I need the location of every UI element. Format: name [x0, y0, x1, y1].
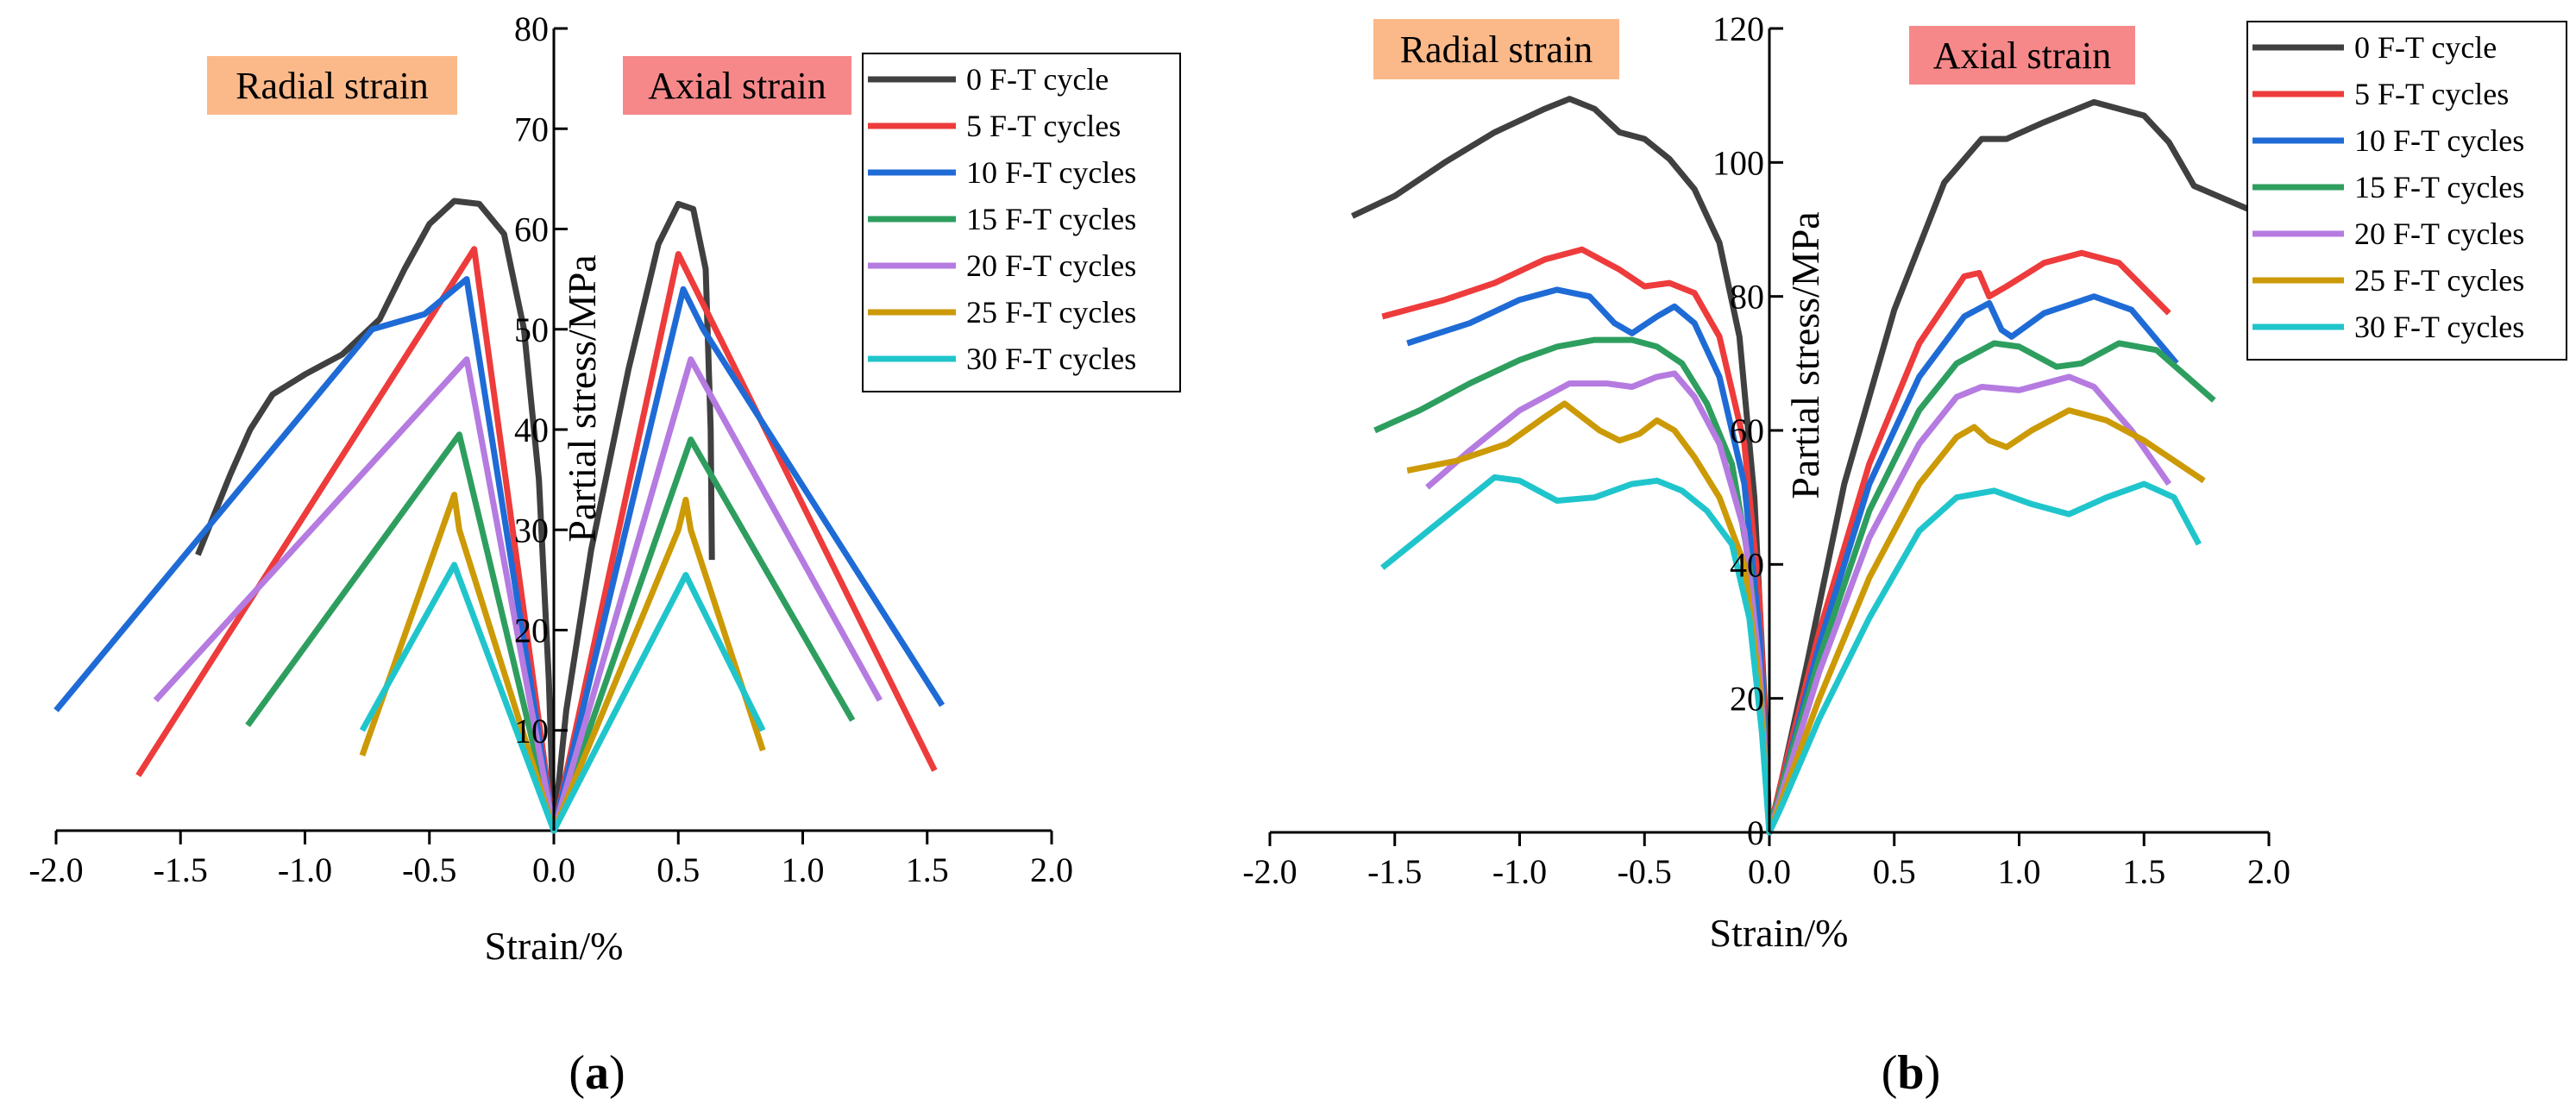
- chart-panel-a: Radial strain Axial strain -2.0 -1.5 -1.0 -0.…: [28, 9, 1181, 1100]
- y-tick-label: 50: [514, 311, 549, 349]
- legend-box: [862, 53, 1181, 392]
- legend-entry: 20 F-T cycles: [2354, 216, 2524, 251]
- x-axis-title: Strain/%: [485, 924, 624, 968]
- radial-strain-tag-bg: [1373, 19, 1619, 79]
- legend-entry: 30 F-T cycles: [966, 342, 1136, 376]
- y-tick-label: 120: [1712, 9, 1764, 48]
- x-tick-label: 0.5: [657, 850, 700, 889]
- x-tick-label: -2.0: [1242, 852, 1297, 891]
- x-tick-label: 1.0: [782, 850, 825, 889]
- legend-entry: 10 F-T cycles: [2354, 123, 2524, 158]
- x-tick-label: 1.5: [906, 850, 949, 889]
- y-tick-label: 80: [1730, 278, 1764, 317]
- panel-label: (a): [569, 1046, 625, 1100]
- x-tick-label: 0.5: [1873, 852, 1916, 891]
- y-tick-label: 40: [1730, 545, 1764, 584]
- x-tick-label: -1.5: [1367, 852, 1422, 891]
- y-tick-label: 80: [514, 9, 549, 48]
- legend-box: [2246, 21, 2567, 361]
- x-tick-label: 0.0: [1748, 852, 1791, 891]
- series-line-1: [1381, 246, 2171, 836]
- x-tick-label: 0.0: [532, 850, 575, 889]
- x-tick-label: -1.0: [1492, 852, 1547, 891]
- legend-entry: 30 F-T cycles: [2354, 310, 2524, 344]
- y-tick-label: 60: [1730, 411, 1764, 450]
- x-tick-label: 2.0: [1030, 850, 1073, 889]
- axial-strain-tag-bg: [623, 56, 851, 115]
- x-tick-label: 2.0: [2247, 852, 2290, 891]
- series-line-6: [1380, 474, 2202, 836]
- axial-strain-label: Axial strain: [648, 65, 826, 107]
- axial-strain-label: Axial strain: [1933, 35, 2112, 77]
- legend-entry: 0 F-T cycle: [2354, 30, 2497, 65]
- legend: 0 F-T cycle 5 F-T cycles 10 F-T cycles 15 F…: [2246, 21, 2567, 361]
- y-axis-title: Partial stress/MPa: [1783, 211, 1827, 499]
- y-tick-label: 70: [514, 110, 549, 148]
- legend-entry: 20 F-T cycles: [966, 248, 1136, 283]
- x-tick-label: 1.5: [2122, 852, 2165, 891]
- y-tick-label: 60: [514, 210, 549, 249]
- legend-entry: 5 F-T cycles: [2354, 77, 2509, 111]
- legend-entry: 10 F-T cycles: [966, 155, 1136, 190]
- axial-strain-tag-bg: [1909, 26, 2135, 85]
- y-tick-label: 20: [514, 612, 549, 650]
- y-tick-label: 100: [1712, 143, 1764, 182]
- y-tick-label: 10: [514, 712, 549, 750]
- x-tick-label: -1.5: [154, 850, 208, 889]
- y-tick-label: 20: [1730, 680, 1764, 719]
- chart-panel-b: Radial strain Axial strain -2.0 -1.5 -1.0 -0.…: [1242, 9, 2567, 1100]
- panel-label: (b): [1882, 1046, 1940, 1100]
- legend-entry: 25 F-T cycles: [2354, 263, 2524, 298]
- y-tick-label: 40: [514, 411, 549, 449]
- radial-strain-label: Radial strain: [236, 65, 429, 107]
- legend: 0 F-T cycle 5 F-T cycles 10 F-T cycles 15 F…: [862, 53, 1181, 392]
- x-tick-label: 1.0: [1998, 852, 2041, 891]
- x-tick-label: -0.5: [402, 850, 456, 889]
- y-tick-label: 30: [514, 511, 549, 549]
- legend-entry: 0 F-T cycle: [966, 62, 1109, 97]
- legend-entry: 15 F-T cycles: [966, 202, 1136, 236]
- radial-strain-tag-bg: [207, 56, 457, 115]
- x-tick-label: -2.0: [28, 850, 83, 889]
- x-tick-label: -0.5: [1618, 852, 1672, 891]
- y-tick-label: 0: [1747, 813, 1764, 852]
- x-axis-title: Strain/%: [1710, 911, 1849, 955]
- legend-entry: 15 F-T cycles: [2354, 170, 2524, 204]
- y-axis-title: Partial stress/MPa: [560, 254, 604, 542]
- legend-entry: 25 F-T cycles: [966, 295, 1136, 329]
- series-line-0: [195, 198, 715, 834]
- series-line-2: [53, 276, 946, 834]
- legend-entry: 5 F-T cycles: [966, 109, 1121, 143]
- x-tick-label: -1.0: [278, 850, 332, 889]
- radial-strain-label: Radial strain: [1400, 28, 1593, 71]
